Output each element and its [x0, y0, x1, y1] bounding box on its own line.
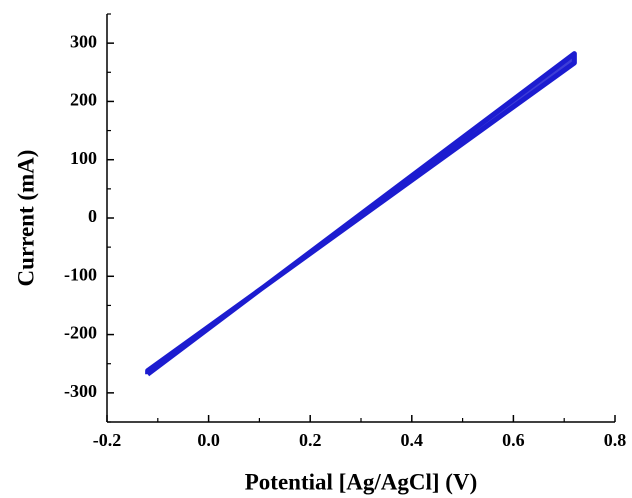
data-line — [145, 51, 577, 377]
y-tick-label: 300 — [70, 31, 97, 51]
x-tick-label: 0.2 — [299, 430, 322, 450]
x-tick-label: 0.0 — [197, 430, 220, 450]
y-tick-label: -200 — [64, 323, 97, 343]
y-tick-label: 100 — [70, 148, 97, 168]
y-tick-label: 200 — [70, 90, 97, 110]
y-axis-title: Current (mA) — [13, 150, 38, 287]
y-tick-label: -100 — [64, 264, 97, 284]
x-tick-label: -0.2 — [93, 430, 122, 450]
x-tick-label: 0.4 — [401, 430, 424, 450]
x-tick-label: 0.6 — [502, 430, 525, 450]
x-axis-title: Potential [Ag/AgCl] (V) — [245, 469, 478, 494]
y-tick-label: 0 — [88, 206, 97, 226]
y-tick-label: -300 — [64, 381, 97, 401]
x-tick-label: 0.8 — [604, 430, 627, 450]
